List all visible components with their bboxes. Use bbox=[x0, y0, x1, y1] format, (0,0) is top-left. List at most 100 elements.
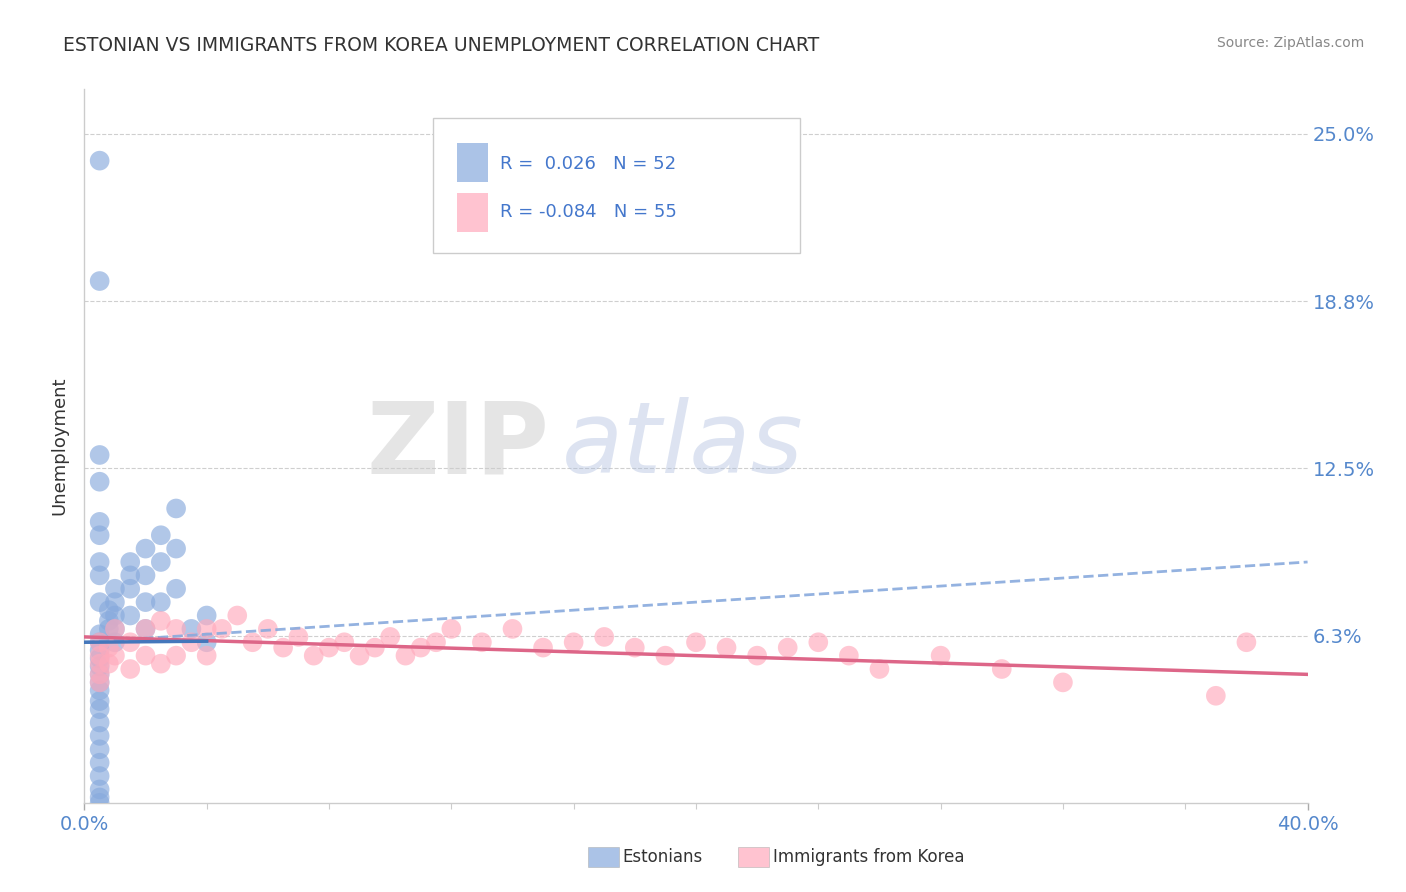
Text: Estonians: Estonians bbox=[623, 848, 703, 866]
FancyBboxPatch shape bbox=[433, 118, 800, 253]
Point bbox=[195, 635, 218, 649]
Point bbox=[394, 648, 416, 663]
Point bbox=[149, 528, 172, 542]
Point bbox=[869, 662, 891, 676]
Point bbox=[195, 622, 218, 636]
Point bbox=[104, 635, 127, 649]
Text: ESTONIAN VS IMMIGRANTS FROM KOREA UNEMPLOYMENT CORRELATION CHART: ESTONIAN VS IMMIGRANTS FROM KOREA UNEMPL… bbox=[63, 36, 820, 54]
Point bbox=[120, 555, 142, 569]
Point bbox=[165, 541, 187, 556]
Point bbox=[89, 568, 111, 582]
Point bbox=[747, 648, 769, 663]
Point bbox=[104, 622, 127, 636]
Point bbox=[89, 528, 111, 542]
Point bbox=[165, 622, 187, 636]
Point bbox=[135, 622, 157, 636]
Text: atlas: atlas bbox=[561, 398, 803, 494]
Point bbox=[685, 635, 707, 649]
Point bbox=[195, 608, 218, 623]
Point bbox=[195, 648, 218, 663]
Point bbox=[89, 782, 111, 797]
Point bbox=[89, 683, 111, 698]
Point bbox=[104, 622, 127, 636]
Point bbox=[120, 608, 142, 623]
Point bbox=[440, 622, 463, 636]
Point bbox=[89, 742, 111, 756]
Point bbox=[89, 515, 111, 529]
Point bbox=[89, 635, 111, 649]
Point bbox=[97, 614, 120, 628]
Bar bbox=[457, 143, 488, 182]
Point bbox=[104, 595, 127, 609]
Point bbox=[425, 635, 447, 649]
Point bbox=[89, 648, 111, 663]
Point bbox=[135, 595, 157, 609]
Point bbox=[1236, 635, 1258, 649]
Point bbox=[89, 651, 111, 665]
Point bbox=[149, 657, 172, 671]
Point bbox=[242, 635, 264, 649]
Point bbox=[89, 659, 111, 673]
Point bbox=[180, 635, 202, 649]
Point bbox=[89, 475, 111, 489]
Point bbox=[89, 153, 111, 168]
Text: R = -0.084   N = 55: R = -0.084 N = 55 bbox=[501, 203, 678, 221]
Point bbox=[333, 635, 356, 649]
Point bbox=[89, 769, 111, 783]
Point bbox=[89, 657, 111, 671]
Point bbox=[135, 568, 157, 582]
Point bbox=[120, 568, 142, 582]
Point bbox=[89, 667, 111, 681]
Point bbox=[89, 274, 111, 288]
Point bbox=[624, 640, 647, 655]
Point bbox=[257, 622, 280, 636]
Point bbox=[89, 790, 111, 805]
Point bbox=[776, 640, 799, 655]
Point bbox=[120, 635, 142, 649]
Point bbox=[89, 448, 111, 462]
Point bbox=[364, 640, 387, 655]
Point bbox=[89, 555, 111, 569]
Point bbox=[89, 627, 111, 641]
Point bbox=[135, 622, 157, 636]
Point bbox=[135, 541, 157, 556]
Point bbox=[89, 595, 111, 609]
Point bbox=[149, 614, 172, 628]
Point bbox=[1205, 689, 1227, 703]
Point bbox=[287, 630, 309, 644]
Point bbox=[502, 622, 524, 636]
Point bbox=[380, 630, 402, 644]
Point bbox=[716, 640, 738, 655]
Point bbox=[89, 643, 111, 657]
Point bbox=[89, 756, 111, 770]
Point bbox=[97, 603, 120, 617]
Point bbox=[104, 582, 127, 596]
Point bbox=[97, 640, 120, 655]
Bar bbox=[457, 193, 488, 232]
Point bbox=[97, 657, 120, 671]
Point bbox=[318, 640, 340, 655]
Point bbox=[180, 622, 202, 636]
Point bbox=[89, 675, 111, 690]
Text: ZIP: ZIP bbox=[367, 398, 550, 494]
Point bbox=[97, 622, 120, 636]
Point bbox=[89, 635, 111, 649]
Point bbox=[807, 635, 830, 649]
Text: Source: ZipAtlas.com: Source: ZipAtlas.com bbox=[1216, 36, 1364, 50]
Point bbox=[271, 640, 294, 655]
Point bbox=[89, 715, 111, 730]
Point bbox=[929, 648, 952, 663]
Point bbox=[302, 648, 325, 663]
Point bbox=[89, 702, 111, 716]
Point bbox=[165, 501, 187, 516]
Y-axis label: Unemployment: Unemployment bbox=[51, 376, 69, 516]
Point bbox=[654, 648, 676, 663]
Point bbox=[471, 635, 494, 649]
Point bbox=[120, 662, 142, 676]
Point bbox=[1052, 675, 1074, 690]
Point bbox=[211, 622, 233, 636]
Point bbox=[89, 729, 111, 743]
Point bbox=[149, 595, 172, 609]
Point bbox=[149, 555, 172, 569]
Point bbox=[89, 694, 111, 708]
